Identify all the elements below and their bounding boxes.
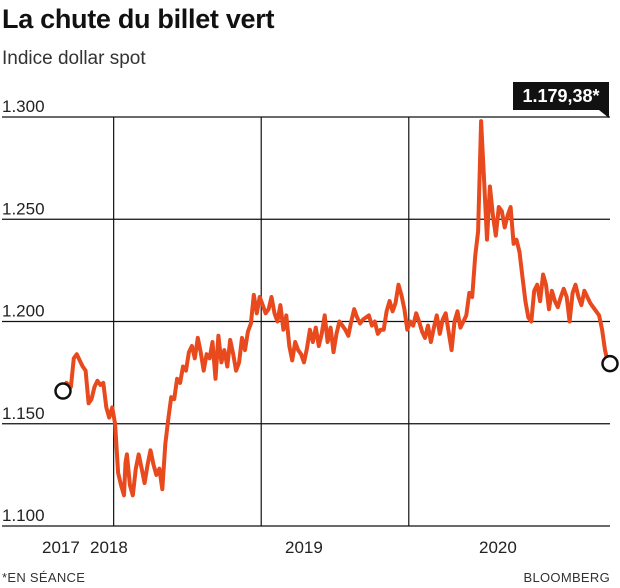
callout-box [513,82,609,110]
start-point [54,382,72,400]
y-tick-label: 1.200 [2,302,45,321]
source-label: BLOOMBERG [523,570,610,585]
x-tick-label: 2019 [285,538,323,557]
callout-pointer [599,110,609,118]
y-tick-label: 1.100 [2,506,45,525]
y-tick-label: 1.300 [2,97,45,116]
series-line [60,119,610,498]
footnote: *EN SÉANCE [2,570,86,585]
x-tick-label: 2020 [479,538,517,557]
callout-label: 1.179,38* [522,86,599,106]
x-tick-label: 2017 [42,538,80,557]
end-point [601,354,619,373]
x-tick-label: 2018 [90,538,128,557]
y-tick-label: 1.250 [2,199,45,218]
y-tick-label: 1.150 [2,404,45,423]
chart-subtitle: Indice dollar spot [2,48,146,69]
chart-title: La chute du billet vert [2,4,275,34]
